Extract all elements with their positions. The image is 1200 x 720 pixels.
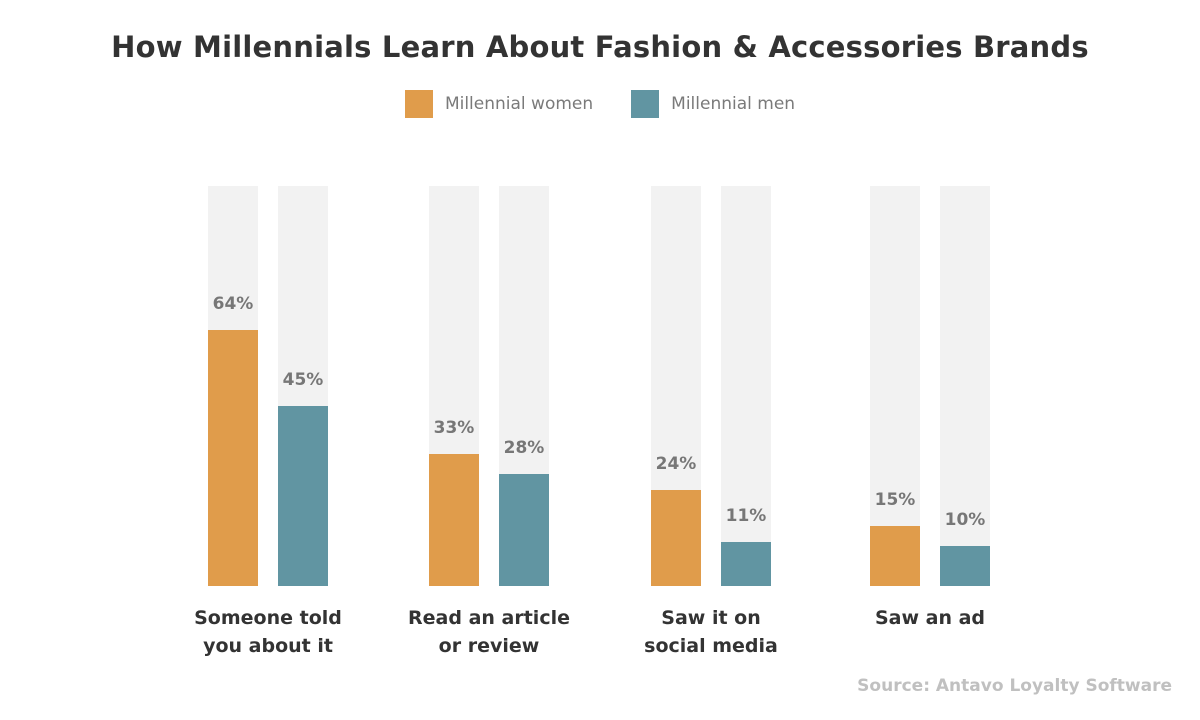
chart-title: How Millennials Learn About Fashion & Ac… bbox=[111, 30, 1089, 64]
value-label: 15% bbox=[875, 490, 916, 510]
value-label: 45% bbox=[283, 370, 324, 390]
bar-men bbox=[940, 546, 990, 586]
bar-men bbox=[278, 406, 328, 586]
value-label: 24% bbox=[656, 454, 697, 474]
bar-men bbox=[721, 542, 771, 586]
legend-label-women: Millennial women bbox=[444, 94, 594, 114]
bar-women bbox=[870, 526, 920, 586]
value-label: 11% bbox=[726, 506, 767, 526]
value-label: 64% bbox=[213, 294, 254, 314]
bar-track bbox=[721, 186, 771, 586]
legend-item-men: Millennial men bbox=[631, 90, 795, 118]
legend-swatch-women bbox=[404, 90, 433, 118]
category-label: Someone told bbox=[194, 607, 342, 629]
bar-women bbox=[651, 490, 701, 586]
category-label: Read an article bbox=[408, 607, 570, 629]
category-label: or review bbox=[439, 635, 540, 657]
category-label: you about it bbox=[203, 635, 333, 657]
bar-track bbox=[940, 186, 990, 586]
legend-swatch-men bbox=[631, 90, 660, 118]
bar-women bbox=[208, 330, 258, 586]
value-label: 28% bbox=[504, 438, 545, 458]
value-label: 33% bbox=[434, 418, 475, 438]
source-note: Source: Antavo Loyalty Software bbox=[857, 676, 1172, 696]
legend: Millennial women Millennial men bbox=[0, 90, 1200, 118]
value-label: 10% bbox=[945, 510, 986, 530]
bar-men bbox=[499, 474, 549, 586]
bar-women bbox=[429, 454, 479, 586]
category-label: Saw it on bbox=[661, 607, 760, 629]
bar-track bbox=[870, 186, 920, 586]
category-label: Saw an ad bbox=[875, 607, 985, 629]
category-label: social media bbox=[644, 635, 778, 657]
legend-label-men: Millennial men bbox=[671, 94, 796, 114]
legend-item-women: Millennial women bbox=[404, 90, 594, 118]
